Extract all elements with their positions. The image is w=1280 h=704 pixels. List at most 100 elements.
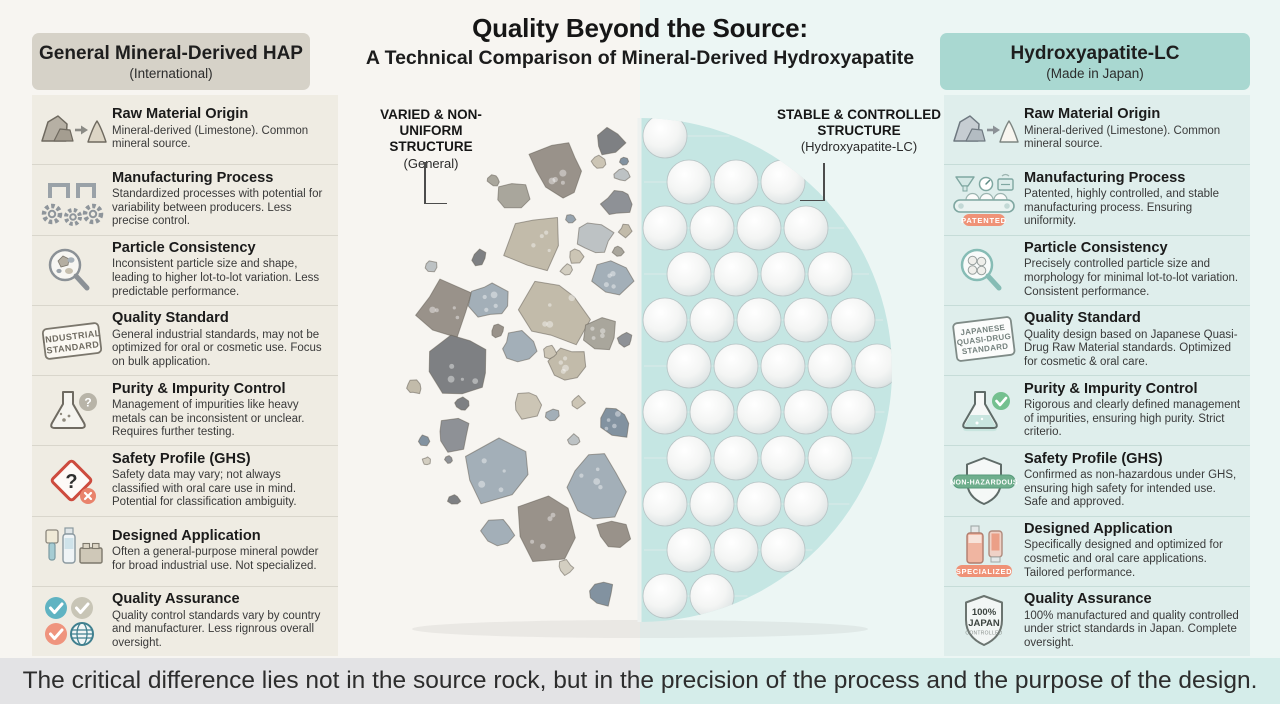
title-main: Quality Beyond the Source:	[472, 13, 808, 43]
magnifier-uniform-particles-icon	[960, 248, 1002, 291]
feature-body: Specifically designed and optimized for …	[1024, 539, 1223, 579]
left-row-purity: ? Purity & Impurity Control Management o…	[32, 375, 338, 445]
footer-caption-bar: The critical difference lies not in the …	[0, 658, 1280, 704]
feature-body: Often a general-purpose mineral powder f…	[112, 546, 319, 572]
conveyor-patented-icon: PATENTED	[953, 173, 1015, 226]
feature-body: Quality design based on Japanese Quasi-D…	[1024, 328, 1238, 368]
japanese-quasi-drug-stamp-icon: JAPANESE QUASI-DRUG STANDARD	[952, 316, 1016, 363]
left-header-title: General Mineral-Derived HAP	[39, 42, 303, 64]
flask-check-icon	[962, 390, 1010, 431]
disc-divider	[637, 118, 642, 622]
feature-title: Particle Consistency	[112, 240, 256, 257]
pipes-gears-icon	[41, 182, 104, 226]
left-panel: Raw Material Origin Mineral-derived (Lim…	[32, 95, 338, 656]
right-row-safety: NON-HAZARDOUS Safety Profile (GHS) Confi…	[944, 445, 1250, 515]
footer-caption: The critical difference lies not in the …	[22, 667, 1258, 694]
left-row-application: Designed Application Often a general-pur…	[32, 515, 338, 586]
irregular-rocks-half	[406, 126, 635, 607]
feature-title: Raw Material Origin	[1024, 106, 1161, 123]
right-header-title: Hydroxyapatite-LC	[1010, 42, 1180, 64]
right-panel-header: Hydroxyapatite-LC (Made in Japan)	[940, 33, 1250, 90]
left-header-subtitle: (International)	[129, 65, 213, 81]
feature-body: Mineral-derived (Limestone). Common mine…	[1024, 124, 1221, 151]
right-row-raw-material: Raw Material Origin Mineral-derived (Lim…	[944, 95, 1250, 164]
left-leader-line	[424, 202, 447, 204]
magnifier-irregular-particles-icon	[48, 248, 90, 291]
shield-non-hazardous-icon: NON-HAZARDOUS	[950, 456, 1018, 505]
industrial-standard-stamp-icon: INDUSTRIAL STANDARD	[42, 322, 103, 361]
feature-title: Designed Application	[112, 527, 261, 544]
feature-body: Patented, highly controlled, and stable …	[1024, 188, 1219, 228]
shield-line-2: JAPAN	[968, 618, 1000, 629]
feature-title: Purity & Impurity Control	[1024, 380, 1198, 397]
particle-circle	[406, 118, 892, 638]
right-row-purity: Purity & Impurity Control Rigorous and c…	[944, 375, 1250, 445]
right-row-application: SPECIALIZED Designed Application Specifi…	[944, 515, 1250, 586]
feature-body: Safety data may vary; not always classif…	[112, 469, 297, 509]
feature-body: Quality control standards vary by countr…	[112, 609, 321, 649]
specialized-badge: SPECIALIZED	[956, 567, 1012, 576]
feature-body: Confirmed as non-hazardous under GHS, en…	[1024, 469, 1237, 509]
right-panel: Raw Material Origin Mineral-derived (Lim…	[944, 95, 1250, 656]
feature-body: Mineral-derived (Limestone). Common mine…	[112, 124, 309, 151]
right-header-subtitle: (Made in Japan)	[1046, 65, 1144, 81]
right-leader-line	[823, 163, 825, 201]
left-row-quality-assurance: Quality Assurance Quality control standa…	[32, 585, 338, 656]
non-hazardous-banner: NON-HAZARDOUS	[950, 479, 1018, 486]
cosmetics-specialized-icon: SPECIALIZED	[956, 525, 1012, 578]
title-sub: A Technical Comparison of Mineral-Derive…	[365, 47, 915, 69]
uniform-spheres-half	[642, 118, 892, 619]
footer-bg-left	[0, 658, 640, 704]
left-row-quality-standard: INDUSTRIAL STANDARD Quality Standard Gen…	[32, 304, 338, 375]
left-panel-header: General Mineral-Derived HAP (Internation…	[32, 33, 310, 90]
disc-shadow	[412, 620, 868, 638]
feature-title: Quality Standard	[1024, 310, 1141, 327]
rocks-to-powder-icon	[41, 114, 107, 143]
feature-title: Particle Consistency	[1024, 240, 1168, 257]
x-mark	[83, 491, 93, 500]
shield-line-1: 100%	[972, 607, 997, 618]
left-leader-line	[424, 162, 426, 204]
feature-title: Manufacturing Process	[112, 169, 274, 186]
feature-body: Rigorous and clearly defined management …	[1024, 398, 1241, 439]
feature-title: Quality Standard	[112, 310, 229, 327]
feature-title: Quality Assurance	[1024, 591, 1152, 608]
varied-structure-label: VARIED & NON-UNIFORM STRUCTURE (General)	[380, 107, 482, 171]
rocks-to-powder-icon	[953, 114, 1019, 143]
left-row-particle-consistency: Particle Consistency Inconsistent partic…	[32, 234, 338, 305]
feature-title: Manufacturing Process	[1024, 169, 1186, 186]
feature-title: Designed Application	[1024, 521, 1173, 538]
question-mark: ?	[65, 471, 77, 493]
japan-quality-shield-icon: 100% JAPAN CONTROLLED	[965, 595, 1003, 647]
check-mark	[995, 396, 1008, 406]
feature-body: Management of impurities like heavy meta…	[112, 398, 305, 439]
left-row-safety: ? Safety Profile (GHS) Safety data may v…	[32, 445, 338, 515]
feature-title: Safety Profile (GHS)	[112, 450, 251, 467]
left-row-raw-material: Raw Material Origin Mineral-derived (Lim…	[32, 95, 338, 164]
page-title: Quality Beyond the Source: A Technical C…	[0, 13, 1280, 70]
feature-body: Standardized processes with potential fo…	[112, 188, 323, 228]
particle-comparison-illustration	[368, 98, 912, 642]
feature-body: Precisely controlled particle size and m…	[1024, 258, 1239, 298]
stable-structure-label: STABLE & CONTROLLED STRUCTURE (Hydroxyap…	[777, 107, 941, 155]
question-mark: ?	[84, 395, 91, 409]
feature-body: 100% manufactured and quality controlled…	[1024, 609, 1239, 649]
feature-title: Purity & Impurity Control	[112, 380, 286, 397]
feature-body: General industrial standards, may not be…	[112, 328, 322, 368]
patented-badge: PATENTED	[961, 216, 1007, 225]
right-row-quality-assurance: 100% JAPAN CONTROLLED Quality Assurance …	[944, 585, 1250, 656]
shield-line-3: CONTROLLED	[965, 631, 1002, 637]
feature-title: Quality Assurance	[112, 591, 240, 608]
right-row-quality-standard: JAPANESE QUASI-DRUG STANDARD Quality Sta…	[944, 304, 1250, 375]
left-row-manufacturing: Manufacturing Process Standardized proce…	[32, 164, 338, 234]
hazard-question-icon: ?	[50, 459, 96, 504]
brush-tube-block-icon	[45, 527, 103, 564]
footer-bg-right	[640, 658, 1280, 704]
right-row-particle-consistency: Particle Consistency Precisely controlle…	[944, 234, 1250, 305]
flask-question-icon: ?	[50, 390, 97, 429]
right-leader-line	[800, 199, 825, 201]
feature-body: Inconsistent particle size and shape, le…	[112, 258, 320, 298]
mixed-checks-globe-icon	[45, 597, 94, 647]
right-row-manufacturing: PATENTED Manufacturing Process Patented,…	[944, 164, 1250, 234]
